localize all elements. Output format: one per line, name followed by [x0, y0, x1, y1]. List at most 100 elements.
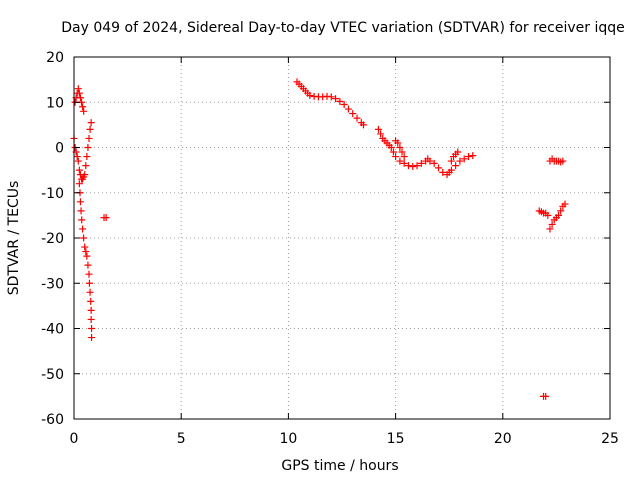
data-point [349, 110, 357, 118]
y-tick-label: -30 [41, 276, 64, 292]
data-point [76, 198, 84, 206]
data-point [82, 248, 90, 256]
series-segment-late-1 [535, 207, 552, 219]
x-axis: 0 5 10 15 20 25 [70, 57, 619, 447]
data-point [74, 157, 82, 165]
data-point [460, 155, 468, 163]
series-segment-isolated-2 [540, 392, 550, 400]
data-point [359, 121, 367, 129]
data-point [374, 125, 382, 133]
data-point [544, 211, 552, 219]
data-point [84, 144, 92, 151]
data-point [430, 159, 438, 167]
data-point [327, 93, 335, 101]
chart-title: Day 049 of 2024, Sidereal Day-to-day VTE… [61, 20, 625, 36]
data-point [555, 211, 563, 219]
data-point [80, 234, 88, 242]
series-segment-early-top [71, 85, 88, 115]
data-point [87, 315, 95, 323]
series-segment-isolated-1 [100, 214, 110, 222]
data-point [340, 101, 348, 109]
data-point [454, 148, 462, 156]
series-segment-early-fall [75, 180, 96, 342]
data-point [344, 105, 352, 113]
data-point [85, 134, 93, 142]
data-point [439, 168, 447, 176]
data-point [377, 130, 385, 138]
data-point [332, 95, 340, 103]
x-tick-label: 15 [387, 431, 405, 447]
data-point [87, 297, 95, 305]
y-axis-label: SDTVAR / TECUs [6, 181, 22, 296]
grid [74, 57, 610, 419]
x-tick-label: 10 [279, 431, 297, 447]
data-point [306, 91, 314, 99]
data-point [447, 166, 455, 174]
data-point [88, 325, 96, 332]
data-point [561, 200, 569, 208]
data-point [426, 157, 434, 165]
data-point [392, 153, 400, 161]
data-point [548, 220, 556, 228]
data-point [84, 261, 92, 269]
data-point [413, 162, 421, 170]
data-point [559, 157, 567, 165]
y-axis: 20 10 0 -10 -20 -30 -40 -50 -60 [41, 50, 610, 428]
data-point [79, 103, 87, 111]
data-point [85, 279, 93, 287]
data-point [542, 392, 550, 400]
x-axis-label: GPS time / hours [281, 458, 398, 474]
y-tick-label: -60 [41, 412, 64, 428]
data-point [77, 207, 85, 215]
data-point [73, 153, 81, 161]
data-point [464, 153, 472, 161]
data-point [76, 94, 84, 102]
x-tick-label: 5 [177, 431, 186, 447]
data-point [398, 148, 406, 156]
data-point [452, 162, 460, 170]
data-point [74, 85, 82, 93]
data-point [417, 159, 425, 167]
data-point [546, 225, 554, 233]
data-point [82, 162, 90, 170]
data-point [75, 166, 83, 174]
data-point [469, 152, 477, 160]
data-point [88, 334, 96, 342]
series-segment-arc-2 [374, 125, 477, 179]
data-point [85, 270, 93, 278]
data-point [557, 207, 565, 215]
data-point [409, 163, 417, 171]
data-point [394, 139, 402, 147]
data-point [400, 153, 408, 161]
data-point [102, 214, 110, 222]
y-tick-label: 10 [46, 95, 64, 111]
data-point [79, 225, 87, 233]
data-point [396, 157, 404, 165]
series-segment-late-2 [546, 155, 567, 166]
series-segment-late-3 [546, 200, 569, 233]
data-point [456, 157, 464, 165]
data-point [389, 148, 397, 156]
y-tick-label: -40 [41, 322, 64, 338]
data-point [336, 97, 344, 105]
data-point [75, 180, 83, 188]
data-point [81, 243, 89, 251]
x-tick-label: 20 [494, 431, 512, 447]
y-tick-label: -20 [41, 231, 64, 247]
data-point [353, 114, 361, 122]
data-point [434, 164, 442, 172]
x-tick-label: 0 [70, 431, 79, 447]
data-point [447, 157, 455, 165]
y-tick-label: -50 [41, 367, 64, 383]
series-segment-arc-2-branch [392, 137, 462, 165]
data-point [86, 288, 94, 296]
data-point [83, 252, 91, 260]
data-point [75, 89, 83, 97]
data-point [387, 144, 395, 151]
y-tick-label: 20 [46, 50, 64, 66]
data-point [86, 125, 94, 133]
data-point [87, 306, 95, 314]
series-segment-arc-1 [293, 78, 367, 129]
